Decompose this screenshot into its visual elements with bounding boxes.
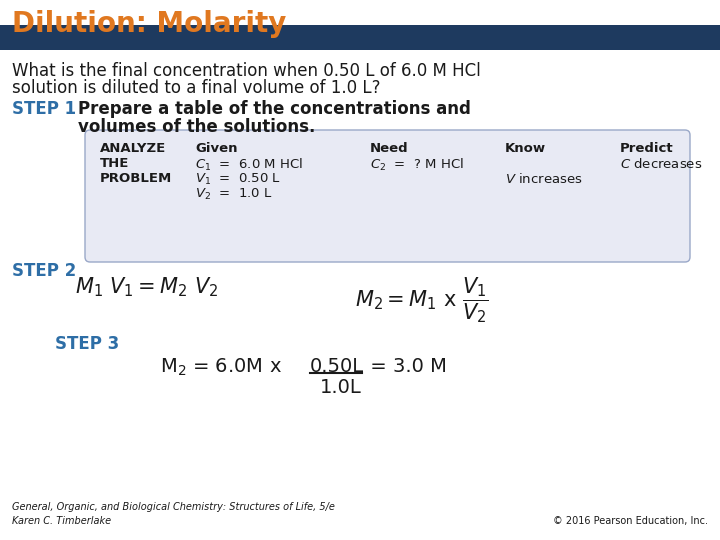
Text: $\mathit{M}_2 = \mathit{M}_1\ \mathrm{x}\ \dfrac{V_1}{V_2}$: $\mathit{M}_2 = \mathit{M}_1\ \mathrm{x}…	[355, 275, 489, 325]
Text: $\mathit{C}_1$  =  6.0 M HCl: $\mathit{C}_1$ = 6.0 M HCl	[195, 157, 303, 173]
Text: What is the final concentration when 0.50 L of 6.0 M HCl: What is the final concentration when 0.5…	[12, 62, 481, 80]
Text: PROBLEM: PROBLEM	[100, 172, 172, 185]
Text: ANALYZE: ANALYZE	[100, 142, 166, 155]
Text: $\mathit{V}$ increases: $\mathit{V}$ increases	[505, 172, 582, 186]
Text: $\mathit{V}_2$  =  1.0 L: $\mathit{V}_2$ = 1.0 L	[195, 187, 273, 202]
FancyBboxPatch shape	[85, 130, 690, 262]
Text: solution is diluted to a final volume of 1.0 L?: solution is diluted to a final volume of…	[12, 79, 380, 97]
Text: Predict: Predict	[620, 142, 674, 155]
Text: volumes of the solutions.: volumes of the solutions.	[78, 118, 315, 136]
Text: STEP 3: STEP 3	[55, 335, 120, 353]
Text: STEP 2: STEP 2	[12, 262, 76, 280]
Text: THE: THE	[100, 157, 130, 170]
Text: Need: Need	[370, 142, 409, 155]
Text: © 2016 Pearson Education, Inc.: © 2016 Pearson Education, Inc.	[553, 516, 708, 526]
Text: = 3.0 M: = 3.0 M	[364, 357, 447, 376]
Text: Dilution: Molarity: Dilution: Molarity	[12, 10, 287, 38]
Text: Prepare a table of the concentrations and: Prepare a table of the concentrations an…	[78, 100, 471, 118]
Text: $\mathit{C}_2$  =  ? M HCl: $\mathit{C}_2$ = ? M HCl	[370, 157, 464, 173]
Text: Given: Given	[195, 142, 238, 155]
Text: Know: Know	[505, 142, 546, 155]
Bar	[0, 25, 720, 50]
Text: 0.50L: 0.50L	[310, 357, 364, 376]
Text: STEP 1: STEP 1	[12, 100, 76, 118]
Text: $\mathit{C}$ decreases: $\mathit{C}$ decreases	[620, 157, 702, 171]
Text: $\mathit{M}_1\ V_1 = \mathit{M}_2\ V_2$: $\mathit{M}_1\ V_1 = \mathit{M}_2\ V_2$	[75, 275, 218, 299]
Text: General, Organic, and Biological Chemistry: Structures of Life, 5/e
Karen C. Tim: General, Organic, and Biological Chemist…	[12, 502, 335, 526]
Text: M$_2$ = 6.0M x: M$_2$ = 6.0M x	[160, 357, 282, 379]
Text: $\mathit{V}_1$  =  0.50 L: $\mathit{V}_1$ = 0.50 L	[195, 172, 282, 187]
Text: 1.0L: 1.0L	[320, 378, 361, 397]
